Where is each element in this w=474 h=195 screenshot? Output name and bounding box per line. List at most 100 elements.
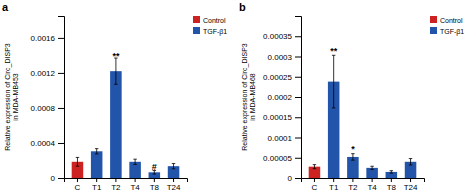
y-tick-mark	[295, 178, 301, 179]
chart: 0 0.0004 0.0008 0.0012 0.0016 C T1 T2 T4 T8 T24 ** #…	[0, 0, 474, 195]
error-bar	[370, 166, 373, 169]
y-tick-label: 0.0012	[31, 69, 56, 78]
panel: 0 0.00005 0.0001 0.00015 0.0002 0.00025 0.0003…	[239, 1, 464, 192]
x-tick: T24	[404, 178, 418, 192]
error-bar	[390, 171, 393, 173]
y-tick-label: 0	[288, 174, 293, 183]
x-tick-mark	[391, 178, 392, 182]
legend: Control TGF-β1	[193, 16, 227, 36]
y-tick-mark	[58, 38, 64, 39]
y-tick-mark	[58, 73, 64, 74]
y-tick: 0.0008	[31, 104, 64, 113]
x-tick-mark	[154, 178, 155, 182]
y-tick: 0	[288, 174, 301, 183]
y-tick: 0.0004	[31, 139, 64, 148]
legend-item: Control	[430, 16, 463, 24]
y-tick: 0.0001	[268, 134, 301, 143]
x-tick: T1	[329, 178, 339, 192]
error-bar	[172, 164, 175, 169]
x-axis-line	[65, 179, 188, 183]
x-tick: T8	[150, 178, 160, 192]
x-tick: T4	[367, 178, 377, 192]
annotation: **	[112, 51, 120, 61]
legend-swatch	[430, 27, 437, 34]
y-tick-label: 0.0003	[268, 53, 293, 62]
y-tick-label: 0.0004	[31, 139, 56, 148]
x-tick-label: T4	[367, 183, 377, 192]
y-tick-mark	[295, 97, 301, 98]
x-tick-label: T24	[404, 183, 418, 192]
panel-label: a	[2, 1, 9, 13]
bar	[91, 151, 103, 178]
error-bar	[76, 157, 79, 166]
x-tick: C	[75, 178, 81, 192]
x-tick-label: C	[312, 183, 318, 192]
y-tick-mark	[58, 108, 64, 109]
x-tick: T4	[130, 178, 140, 192]
y-tick-mark	[58, 143, 64, 144]
legend-label: Control	[440, 17, 463, 24]
y-axis: 0 0.0004 0.0008 0.0012 0.0016	[31, 17, 65, 184]
error-bar	[332, 55, 335, 108]
error-bar	[409, 159, 412, 165]
error-bar	[351, 154, 354, 160]
y-tick: 0.0016	[31, 34, 64, 43]
y-tick: 0.00015	[263, 113, 301, 122]
error-bar	[313, 165, 316, 169]
x-tick-label: T24	[167, 183, 181, 192]
y-tick: 0	[51, 174, 64, 183]
y-tick: 0.00025	[263, 73, 301, 82]
y-axis-title: Relative expression of Circ_DISP3in MDA-…	[4, 43, 19, 150]
y-tick-label: 0.00035	[263, 32, 292, 41]
error-bar	[133, 159, 136, 164]
x-tick-label: T1	[92, 183, 102, 192]
plot-area	[72, 58, 180, 178]
x-tick: T2	[348, 178, 358, 192]
x-tick-mark	[77, 178, 78, 182]
y-tick-mark	[295, 36, 301, 37]
y-tick-mark	[295, 77, 301, 78]
x-tick-mark	[410, 178, 411, 182]
error-bar	[114, 58, 117, 84]
y-tick: 0.00035	[263, 32, 301, 41]
x-tick-mark	[173, 178, 174, 182]
x-tick: T2	[111, 178, 121, 192]
x-tick-mark	[96, 178, 97, 182]
y-tick-label: 0.0016	[31, 34, 56, 43]
error-bar	[95, 149, 98, 154]
annotation: #	[152, 162, 157, 172]
y-tick-mark	[295, 138, 301, 139]
x-tick-label: T1	[329, 183, 339, 192]
x-tick-mark	[333, 178, 334, 182]
annotation: **	[330, 46, 338, 56]
y-tick-label: 0.00025	[263, 73, 292, 82]
legend-item: Control	[193, 16, 226, 24]
y-tick-label: 0.0008	[31, 104, 56, 113]
x-tick: T8	[387, 178, 397, 192]
x-axis: C T1 T2 T4 T8 T24	[302, 178, 425, 192]
panel-label: b	[239, 1, 246, 13]
y-tick-label: 0.00005	[263, 154, 292, 163]
x-tick-label: T8	[150, 183, 160, 192]
x-tick-mark	[135, 178, 136, 182]
legend-item: TGF-β1	[193, 27, 227, 36]
y-tick-label: 0.00015	[263, 113, 292, 122]
y-axis-line	[295, 17, 302, 179]
y-tick-mark	[58, 178, 64, 179]
x-tick-mark	[115, 178, 116, 182]
y-tick-label: 0.0002	[268, 93, 293, 102]
x-tick-label: C	[75, 183, 81, 192]
y-tick-label: 0.0001	[268, 134, 293, 143]
legend-swatch	[193, 27, 200, 34]
x-tick: T24	[167, 178, 181, 192]
x-tick-label: T2	[348, 183, 358, 192]
panel: 0 0.0004 0.0008 0.0012 0.0016 C T1 T2 T4 T8 T24 ** #…	[2, 1, 227, 192]
annotation: *	[351, 144, 355, 154]
x-tick: C	[312, 178, 318, 192]
y-tick: 0.0002	[268, 93, 301, 102]
legend-label: Control	[203, 17, 226, 24]
y-tick-mark	[295, 117, 301, 118]
x-tick-mark	[314, 178, 315, 182]
x-axis-line	[302, 179, 425, 183]
legend-label: TGF-β1	[203, 28, 227, 36]
